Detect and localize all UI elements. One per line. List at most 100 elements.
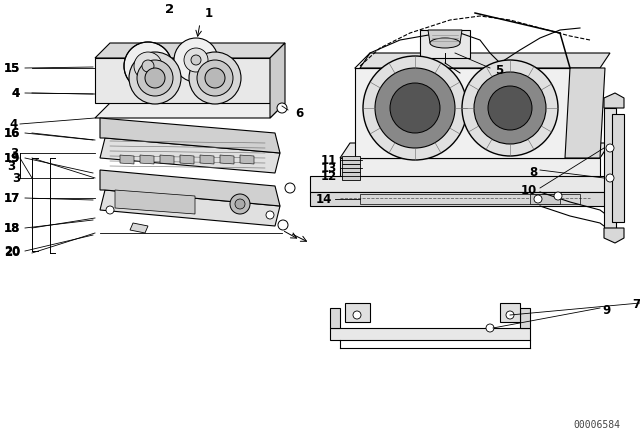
Circle shape [191,55,201,65]
Circle shape [142,60,154,72]
Polygon shape [140,155,154,164]
Text: 9: 9 [602,303,611,316]
Text: 00006584: 00006584 [573,420,620,430]
Polygon shape [160,155,174,164]
Circle shape [375,68,455,148]
Polygon shape [95,58,270,103]
Circle shape [106,206,114,214]
Circle shape [137,60,173,96]
Polygon shape [270,43,285,118]
Polygon shape [100,138,280,173]
Polygon shape [340,183,600,188]
Text: 17: 17 [4,191,20,204]
Text: 3: 3 [10,146,18,159]
Text: 7: 7 [632,298,640,311]
Polygon shape [345,303,370,322]
Text: 4: 4 [12,86,20,99]
Circle shape [353,311,361,319]
Polygon shape [342,164,360,172]
Text: 15: 15 [4,61,20,74]
Polygon shape [530,194,560,204]
Circle shape [124,42,172,90]
Circle shape [534,195,542,203]
Text: 4: 4 [10,117,18,130]
Circle shape [606,174,614,182]
Polygon shape [360,53,610,68]
Polygon shape [95,43,285,58]
Polygon shape [340,158,600,183]
Polygon shape [310,192,620,206]
Polygon shape [220,155,234,164]
Circle shape [184,48,208,72]
Polygon shape [340,143,610,158]
Text: 18: 18 [4,221,20,234]
Text: 20: 20 [4,245,20,258]
Circle shape [474,72,546,144]
Circle shape [462,60,558,156]
Text: 5: 5 [495,64,503,77]
Polygon shape [95,103,285,118]
Polygon shape [342,172,360,180]
Circle shape [278,220,288,230]
Circle shape [506,311,514,319]
Polygon shape [330,308,340,328]
Circle shape [230,194,250,214]
Text: 10: 10 [521,184,537,197]
Text: 18: 18 [4,221,20,234]
Polygon shape [120,155,134,164]
Polygon shape [115,190,195,214]
Text: 4: 4 [12,86,20,99]
Ellipse shape [430,38,460,48]
Text: 1: 1 [205,7,213,20]
Circle shape [266,211,274,219]
Text: 6: 6 [295,107,303,120]
Text: 19: 19 [4,151,20,164]
Polygon shape [428,30,462,43]
Text: 20: 20 [4,246,20,259]
Polygon shape [565,68,605,158]
Circle shape [174,38,218,82]
Text: 12: 12 [321,169,337,182]
Polygon shape [100,118,280,153]
Text: 13: 13 [321,161,337,175]
Circle shape [235,199,245,209]
Circle shape [363,56,467,160]
Text: 19: 19 [4,151,20,164]
Circle shape [486,324,494,332]
Circle shape [197,60,233,96]
Polygon shape [130,223,148,233]
Circle shape [554,192,562,200]
Polygon shape [240,155,254,164]
Text: 3: 3 [12,172,20,185]
Text: 16: 16 [4,126,20,139]
Circle shape [189,52,241,104]
Polygon shape [604,228,624,243]
Circle shape [606,144,614,152]
Circle shape [488,86,532,130]
Circle shape [285,183,295,193]
Text: 2: 2 [165,3,175,16]
Text: 14: 14 [316,193,332,206]
Text: 8: 8 [529,165,537,178]
Text: 16: 16 [4,126,20,139]
Polygon shape [342,156,360,164]
Polygon shape [330,328,530,340]
Polygon shape [100,190,280,226]
Circle shape [205,68,225,88]
Circle shape [129,52,181,104]
Polygon shape [180,155,194,164]
Text: 3: 3 [7,159,15,172]
Circle shape [134,52,162,80]
Polygon shape [355,68,580,158]
Text: 11: 11 [321,154,337,167]
Polygon shape [612,114,624,222]
Polygon shape [420,30,470,58]
Circle shape [145,68,165,88]
Polygon shape [310,176,620,192]
Polygon shape [520,308,530,328]
Polygon shape [200,155,214,164]
Polygon shape [500,303,520,322]
Circle shape [277,103,287,113]
Polygon shape [100,170,280,206]
Circle shape [390,83,440,133]
